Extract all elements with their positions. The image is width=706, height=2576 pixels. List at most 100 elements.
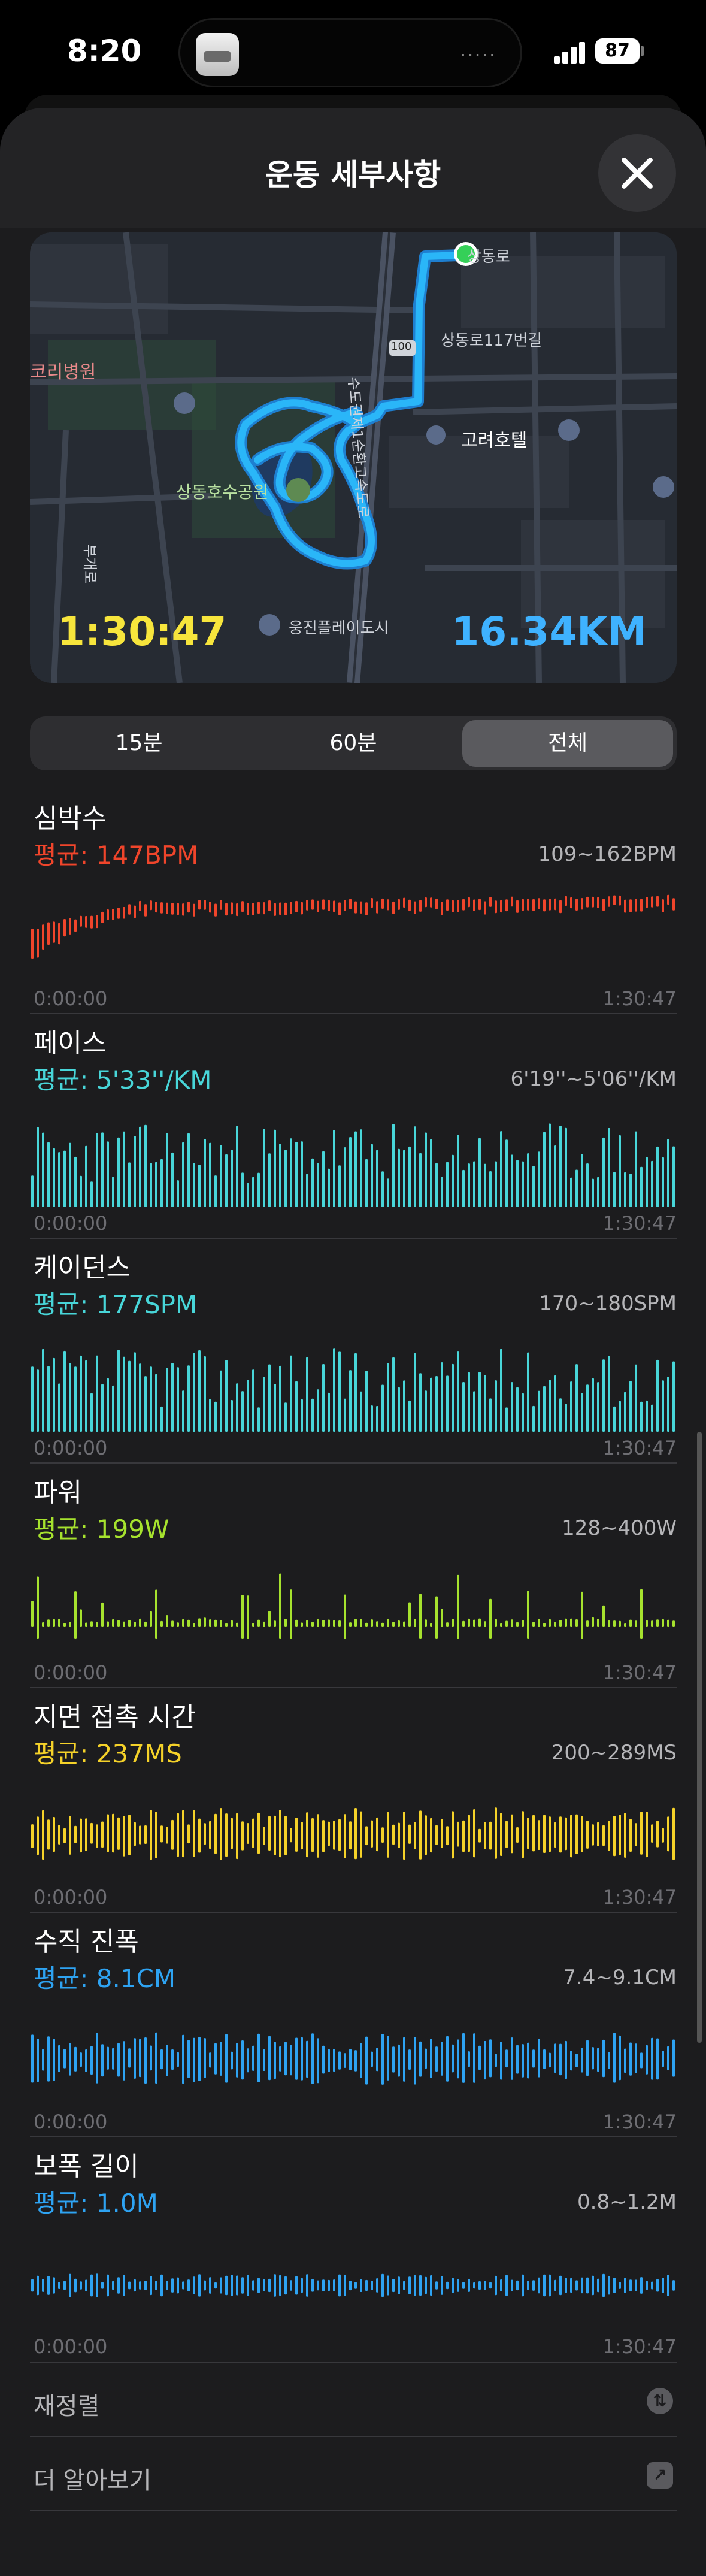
sparkline-bar xyxy=(220,900,222,910)
metric-average: 평균: 199W xyxy=(34,1514,169,1544)
sparkline-bar xyxy=(667,894,669,905)
sparkline-bar xyxy=(177,1367,179,1432)
sparkline-bar xyxy=(505,1620,508,1627)
metric-sparkline xyxy=(31,2273,675,2297)
sparkline-bar xyxy=(171,1620,174,1627)
sparkline-bar xyxy=(414,2037,416,2085)
sparkline-bar xyxy=(177,2277,179,2294)
sparkline-bar xyxy=(117,1350,120,1432)
sparkline-bar xyxy=(74,1591,77,1639)
sparkline-bar xyxy=(543,2274,546,2297)
sparkline-bar xyxy=(263,1129,265,1207)
metric-section[interactable]: 케이던스 평균: 177SPM 170~180SPM 0:00:00 1:30:47 xyxy=(30,1246,677,1471)
segment-all[interactable]: 전체 xyxy=(462,720,673,767)
sparkline-bar xyxy=(90,1393,93,1432)
sparkline-bar xyxy=(214,903,217,917)
sparkline-bar xyxy=(414,2275,416,2296)
sparkline-bar xyxy=(403,1621,405,1627)
sparkline-bar xyxy=(236,1383,238,1432)
time-range-segmented-control[interactable]: 15분 60분 전체 xyxy=(30,716,677,770)
sparkline-bar xyxy=(252,903,254,915)
sparkline-bar xyxy=(581,2277,583,2294)
sparkline-bar xyxy=(63,2281,66,2290)
sparkline-bar xyxy=(435,1376,438,1432)
sparkline-bar xyxy=(581,1154,583,1207)
sparkline-bar xyxy=(392,1357,395,1432)
sparkline-bar xyxy=(128,904,131,915)
sparkline-bar xyxy=(505,2275,508,2296)
metric-section[interactable]: 페이스 평균: 5'33''/KM 6'19''~5'06''/KM 0:00:00 1… xyxy=(30,1021,677,1246)
sparkline-bar xyxy=(47,1366,50,1432)
metric-sparkline xyxy=(31,894,675,959)
sparkline-bar xyxy=(602,1359,605,1432)
sparkline-bar xyxy=(441,1362,443,1432)
sparkline-bar xyxy=(392,901,395,914)
metric-section[interactable]: 지면 접촉 시간 평균: 237MS 200~289MS 0:00:00 1:30:47 xyxy=(30,1695,677,1920)
sparkline-bar xyxy=(602,899,605,911)
sparkline-bar xyxy=(301,1399,303,1432)
sparkline-bar xyxy=(279,1365,281,1432)
sparkline-bar xyxy=(376,2048,378,2072)
sparkline-bar xyxy=(139,1825,141,1845)
sparkline-bar xyxy=(231,1150,233,1207)
live-activity-indicator: ····· xyxy=(460,44,496,66)
close-button[interactable] xyxy=(598,134,676,212)
map-label-side-road: 부개로 xyxy=(81,544,98,584)
sparkline-bar xyxy=(468,2051,470,2067)
sparkline-bar xyxy=(613,1816,616,1857)
sparkline-bar xyxy=(354,2282,357,2289)
sparkline-bar xyxy=(101,2044,104,2077)
external-link-icon: ↗ xyxy=(647,2462,673,2489)
sparkline-bar xyxy=(549,899,551,911)
sparkline-bar xyxy=(80,1609,82,1627)
sparkline-bar xyxy=(559,1816,562,1853)
sparkline-bar xyxy=(559,2275,562,2296)
sparkline-bar xyxy=(301,902,303,915)
sparkline-bar xyxy=(435,899,438,909)
sparkline-bar xyxy=(214,1175,217,1207)
sparkline-bar xyxy=(489,1821,492,1850)
sparkline-bar xyxy=(187,1365,190,1432)
sparkline-bar xyxy=(333,1348,335,1432)
sparkline-bar xyxy=(220,1370,222,1432)
sparkline-bar xyxy=(473,1391,475,1432)
metric-section[interactable]: 파워 평균: 199W 128~400W 0:00:00 1:30:47 xyxy=(30,1471,677,1695)
sparkline-bar xyxy=(646,2281,648,2290)
workout-distance: 16.34KM xyxy=(452,609,647,655)
segment-15min[interactable]: 15분 xyxy=(115,731,163,755)
sparkline-bar xyxy=(204,1617,206,1627)
learn-more-row[interactable]: 더 알아보기 ↗ xyxy=(30,2438,677,2510)
map-label-lake-park: 상동호수공원 xyxy=(176,482,269,502)
sparkline-bar xyxy=(516,900,519,913)
sparkline-bar xyxy=(247,1823,249,1844)
sparkline-bar xyxy=(268,2036,271,2081)
sparkline-bar xyxy=(317,1814,319,1858)
divider xyxy=(30,2436,677,2437)
scrollbar[interactable] xyxy=(697,1432,702,2043)
metric-end-time: 1:30:47 xyxy=(602,1886,677,1909)
sparkline-bar xyxy=(408,1146,411,1207)
route-map[interactable]: 코리병원 고려호텔 상동호수공원 상동로117번길 상동로 웅진플레이도시 10… xyxy=(30,232,677,683)
sparkline-bar xyxy=(96,2273,98,2297)
sparkline-bar xyxy=(381,2034,384,2085)
sparkline-bar xyxy=(592,2047,594,2070)
sparkline-bar xyxy=(150,2276,152,2296)
sparkline-bar xyxy=(543,1386,546,1432)
sparkline-bar xyxy=(252,1818,254,1848)
sparkline-bar xyxy=(236,2275,238,2296)
sparkline-bar xyxy=(457,1821,459,1847)
sparkline-bar xyxy=(640,1812,643,1855)
sparkline-bar xyxy=(263,2049,265,2071)
sparkline-bar xyxy=(209,1619,211,1627)
segment-60min[interactable]: 60분 xyxy=(329,731,377,755)
sparkline-bar xyxy=(624,899,626,913)
metric-start-time: 0:00:00 xyxy=(34,1886,108,1909)
reorder-row[interactable]: 재정렬 ⇅ xyxy=(30,2364,677,2436)
metric-section[interactable]: 보폭 길이 평균: 1.0M 0.8~1.2M 0:00:00 1:30:47 xyxy=(30,2145,677,2369)
map-label-hospital: 코리병원 xyxy=(30,362,96,383)
dynamic-island[interactable]: ····· xyxy=(178,18,522,87)
sparkline-bar xyxy=(155,2281,157,2290)
sparkline-bar xyxy=(306,900,308,911)
metric-section[interactable]: 심박수 평균: 147BPM 109~162BPM 0:00:00 1:30:47 xyxy=(30,797,677,1021)
metric-section[interactable]: 수직 진폭 평균: 8.1CM 7.4~9.1CM 0:00:00 1:30:47 xyxy=(30,1920,677,2145)
